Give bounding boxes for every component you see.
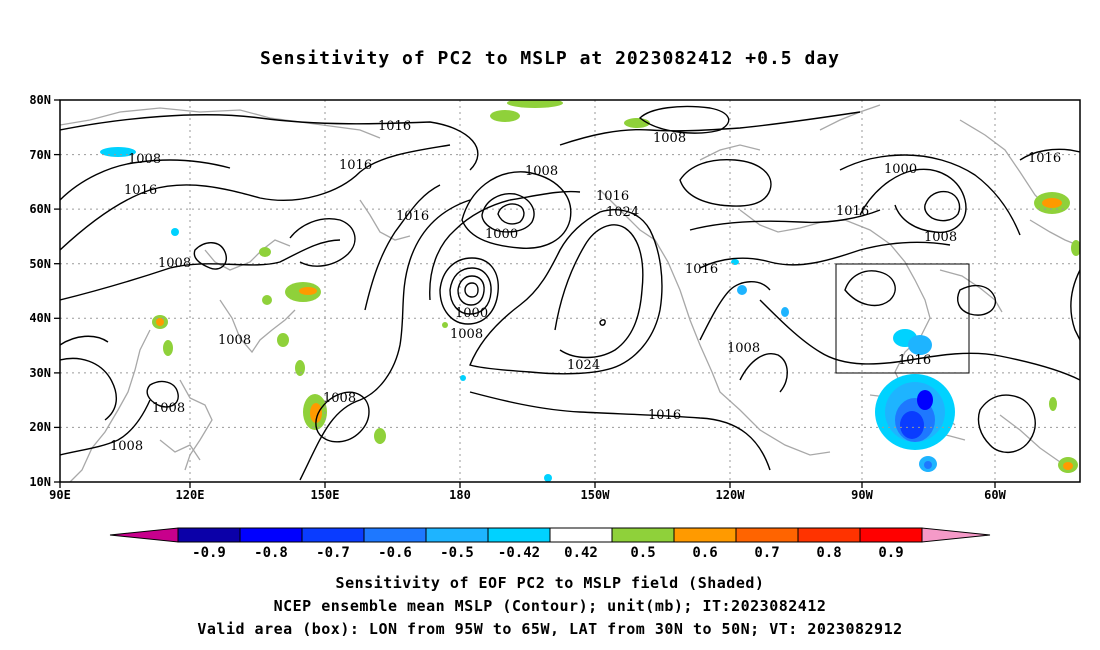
footer-line-2: NCEP ensemble mean MSLP (Contour); unit(… [273, 597, 827, 615]
contour-label: 1008 [525, 164, 558, 179]
contour-label: 1016 [1028, 151, 1061, 166]
lon-tick-label: 120E [176, 488, 205, 502]
lon-tick-label: 180 [449, 488, 471, 502]
contour-label: 1016 [339, 158, 372, 173]
colorbar-label: 0.5 [630, 545, 655, 561]
colorbar-cell [611, 527, 675, 543]
lon-axis-labels: 90E 120E 150E 180 150W 120W 90W 60W [49, 488, 1006, 502]
colorbar-cell [177, 527, 241, 543]
colorbar-cell [797, 527, 861, 543]
colorbar-high-end [921, 527, 991, 543]
colorbar-cell [673, 527, 737, 543]
colorbar-cell [859, 527, 923, 543]
lon-tick-label: 90E [49, 488, 71, 502]
footer-line-1: Sensitivity of EOF PC2 to MSLP field (Sh… [335, 574, 765, 592]
lat-tick-label: 10N [29, 475, 51, 489]
valid-area-box [835, 263, 970, 374]
colorbar-low-end [109, 527, 179, 543]
lon-tick-label: 150W [581, 488, 611, 502]
chart-title: Sensitivity of PC2 to MSLP at 2023082412… [259, 48, 840, 69]
axis-ticks [54, 99, 996, 488]
colorbar-cell [363, 527, 427, 543]
contour-label: 1008 [727, 341, 760, 356]
map-frame [59, 99, 1081, 483]
contour-label: 1008 [158, 256, 191, 271]
footer-line-3: Valid area (box): LON from 95W to 65W, L… [197, 620, 903, 638]
colorbar-label: 0.9 [878, 545, 903, 561]
colorbar: -0.9 -0.8 -0.7 -0.6 -0.5 -0.42 0.42 0.5 0.6 0.7 0.… [109, 527, 991, 561]
contour-label: 1024 [606, 205, 639, 220]
contour-label: 1008 [323, 391, 356, 406]
colorbar-cell [735, 527, 799, 543]
contour-label: 1008 [924, 230, 957, 245]
contour-label: 1024 [567, 358, 600, 373]
lat-tick-label: 20N [29, 420, 51, 434]
lat-axis-labels: 80N 70N 60N 50N 40N 30N 20N 10N [29, 93, 51, 489]
colorbar-label: 0.6 [692, 545, 717, 561]
colorbar-label: 0.42 [564, 545, 598, 561]
colorbar-label: 0.7 [754, 545, 779, 561]
contour-label: 1008 [110, 439, 143, 454]
contour-label: 1000 [884, 162, 917, 177]
contour-label: 1008 [218, 333, 251, 348]
contour-label: 1016 [898, 353, 931, 368]
colorbar-cell [239, 527, 303, 543]
lat-tick-label: 40N [29, 311, 51, 325]
contour-label: 1016 [124, 183, 157, 198]
contour-label: 1016 [378, 119, 411, 134]
lat-tick-label: 50N [29, 257, 51, 271]
colorbar-cell [301, 527, 365, 543]
colorbar-label: -0.7 [316, 545, 350, 561]
colorbar-cell [487, 527, 551, 543]
lon-tick-label: 120W [716, 488, 746, 502]
contour-label: 1016 [648, 408, 681, 423]
colorbar-label: -0.9 [192, 545, 226, 561]
colorbar-cell [549, 527, 613, 543]
lon-tick-label: 90W [851, 488, 873, 502]
contour-label: 1016 [685, 262, 718, 277]
sensitivity-shading [100, 100, 1080, 482]
colorbar-label: -0.5 [440, 545, 474, 561]
lat-tick-label: 80N [29, 93, 51, 107]
lat-tick-label: 60N [29, 202, 51, 216]
contour-labels: 1016 1008 1016 1008 1016 1000 1008 1016 … [110, 119, 1061, 454]
lon-tick-label: 150E [311, 488, 340, 502]
contour-label: 1016 [836, 204, 869, 219]
mslp-contours [60, 105, 1080, 481]
contour-label: 1008 [450, 327, 483, 342]
colorbar-cell [425, 527, 489, 543]
lat-tick-label: 70N [29, 148, 51, 162]
contour-label: 1008 [152, 401, 185, 416]
lon-tick-label: 60W [984, 488, 1006, 502]
lat-tick-label: 30N [29, 366, 51, 380]
contour-label: 1000 [455, 306, 488, 321]
contour-label: 1008 [128, 152, 161, 167]
colorbar-label: 0.8 [816, 545, 841, 561]
colorbar-label: -0.8 [254, 545, 288, 561]
colorbar-label: -0.6 [378, 545, 412, 561]
contour-label: 1000 [485, 227, 518, 242]
colorbar-label: -0.42 [498, 545, 540, 561]
contour-label: 1016 [596, 189, 629, 204]
contour-label: 1008 [653, 131, 686, 146]
contour-label: 1016 [396, 209, 429, 224]
